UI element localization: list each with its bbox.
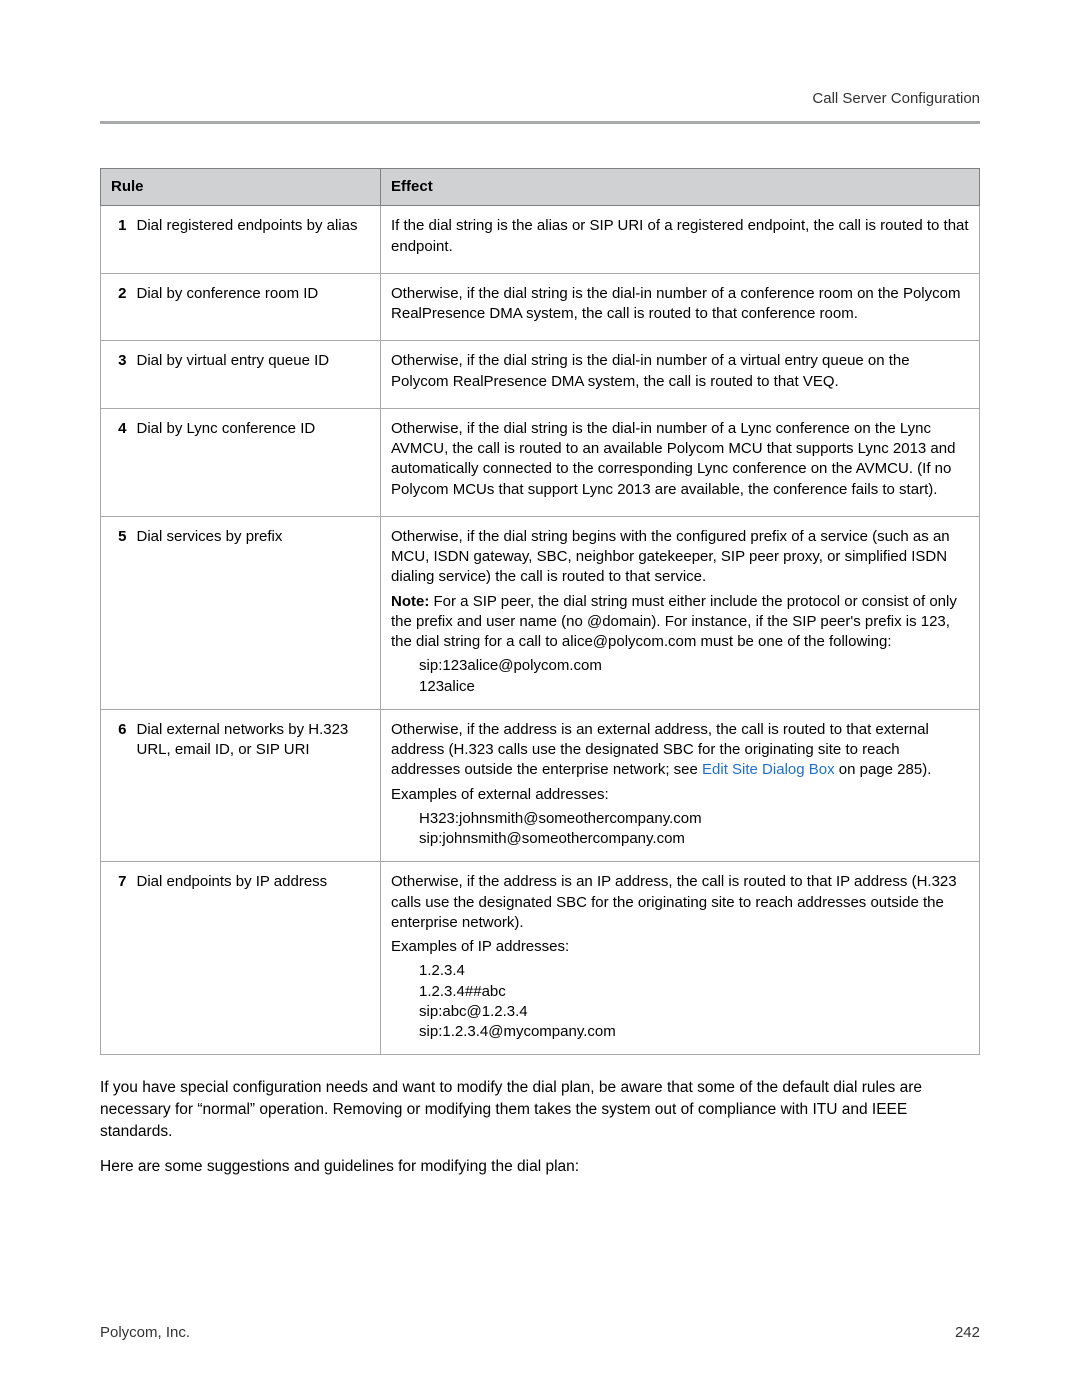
effect-text: If the dial string is the alias or SIP U…: [391, 216, 969, 257]
effect-text: Otherwise, if the dial string is the dia…: [391, 284, 969, 325]
table-row: 1 Dial registered endpoints by alias If …: [101, 206, 980, 274]
effect-text: Otherwise, if the dial string is the dia…: [391, 419, 969, 500]
example-item: H323:johnsmith@someothercompany.com: [419, 809, 969, 829]
table-row: 6 Dial external networks by H.323 URL, e…: [101, 709, 980, 862]
table-header-row: Rule Effect: [101, 169, 980, 206]
effect-note: Note: For a SIP peer, the dial string mu…: [391, 592, 969, 653]
rule-number: 2: [101, 273, 133, 341]
rule-number: 3: [101, 341, 133, 409]
body-paragraph: If you have special configuration needs …: [100, 1077, 980, 1142]
example-item: sip:johnsmith@someothercompany.com: [419, 829, 969, 849]
table-row: 7 Dial endpoints by IP address Otherwise…: [101, 862, 980, 1055]
example-item: 1.2.3.4##abc: [419, 982, 969, 1002]
rule-number: 4: [101, 408, 133, 516]
example-item: 123alice: [419, 677, 969, 697]
rule-number: 6: [101, 709, 133, 862]
effect-text: Otherwise, if the dial string is the dia…: [391, 351, 969, 392]
rule-number: 5: [101, 516, 133, 709]
rule-name: Dial by virtual entry queue ID: [133, 341, 381, 409]
page: Call Server Configuration Rule Effect 1 …: [0, 0, 1080, 1178]
rule-name: Dial by conference room ID: [133, 273, 381, 341]
note-label: Note:: [391, 593, 429, 610]
rule-number: 1: [101, 206, 133, 274]
example-item: 1.2.3.4: [419, 961, 969, 981]
rule-name: Dial registered endpoints by alias: [133, 206, 381, 274]
rule-name: Dial endpoints by IP address: [133, 862, 381, 1055]
rule-effect: If the dial string is the alias or SIP U…: [381, 206, 980, 274]
rule-effect: Otherwise, if the dial string is the dia…: [381, 273, 980, 341]
effect-text: Otherwise, if the dial string begins wit…: [391, 527, 969, 588]
dial-rules-table: Rule Effect 1 Dial registered endpoints …: [100, 168, 980, 1055]
effect-text: Otherwise, if the address is an IP addre…: [391, 872, 969, 933]
header-rule: [100, 121, 980, 124]
example-item: sip:abc@1.2.3.4: [419, 1002, 969, 1022]
rule-effect: Otherwise, if the dial string is the dia…: [381, 408, 980, 516]
rule-number: 7: [101, 862, 133, 1055]
section-title: Call Server Configuration: [812, 90, 980, 107]
footer-page-number: 242: [955, 1324, 980, 1341]
table-row: 3 Dial by virtual entry queue ID Otherwi…: [101, 341, 980, 409]
rule-effect: Otherwise, if the address is an IP addre…: [381, 862, 980, 1055]
note-text: For a SIP peer, the dial string must eit…: [391, 593, 957, 651]
rule-name: Dial services by prefix: [133, 516, 381, 709]
example-list: sip:123alice@polycom.com 123alice: [419, 656, 969, 697]
col-effect-header: Effect: [381, 169, 980, 206]
edit-site-link[interactable]: Edit Site Dialog Box: [702, 761, 835, 778]
effect-post: on page 285).: [835, 761, 932, 778]
body-paragraph: Here are some suggestions and guidelines…: [100, 1156, 980, 1178]
example-list: 1.2.3.4 1.2.3.4##abc sip:abc@1.2.3.4 sip…: [419, 961, 969, 1042]
examples-label: Examples of IP addresses:: [391, 937, 969, 957]
body-text: If you have special configuration needs …: [100, 1077, 980, 1178]
rule-effect: Otherwise, if the dial string begins wit…: [381, 516, 980, 709]
page-footer: Polycom, Inc. 242: [100, 1324, 980, 1341]
example-item: sip:123alice@polycom.com: [419, 656, 969, 676]
table-row: 2 Dial by conference room ID Otherwise, …: [101, 273, 980, 341]
footer-company: Polycom, Inc.: [100, 1324, 190, 1341]
page-header: Call Server Configuration: [100, 90, 980, 121]
rule-name: Dial external networks by H.323 URL, ema…: [133, 709, 381, 862]
example-list: H323:johnsmith@someothercompany.com sip:…: [419, 809, 969, 850]
examples-label: Examples of external addresses:: [391, 785, 969, 805]
rule-name: Dial by Lync conference ID: [133, 408, 381, 516]
table-row: 4 Dial by Lync conference ID Otherwise, …: [101, 408, 980, 516]
table-row: 5 Dial services by prefix Otherwise, if …: [101, 516, 980, 709]
rule-effect: Otherwise, if the address is an external…: [381, 709, 980, 862]
rule-effect: Otherwise, if the dial string is the dia…: [381, 341, 980, 409]
effect-text: Otherwise, if the address is an external…: [391, 720, 969, 781]
example-item: sip:1.2.3.4@mycompany.com: [419, 1022, 969, 1042]
col-rule-header: Rule: [101, 169, 381, 206]
